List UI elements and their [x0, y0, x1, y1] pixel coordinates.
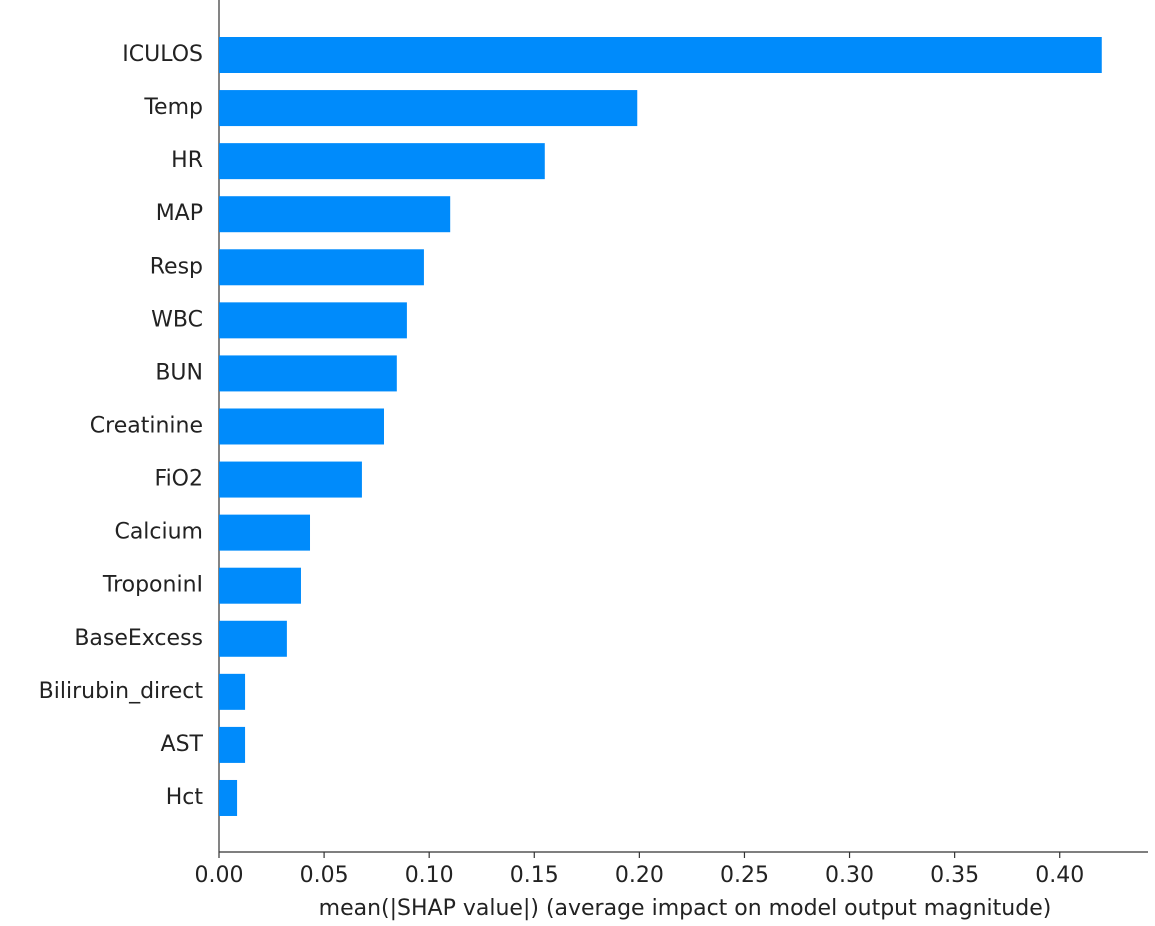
y-tick-label: WBC [151, 307, 203, 332]
x-tick-label: 0.00 [195, 863, 244, 888]
bar [219, 726, 246, 763]
bar [219, 143, 545, 180]
bar [219, 567, 301, 604]
x-tick-label: 0.40 [1035, 863, 1084, 888]
y-tick-label: Bilirubin_direct [39, 679, 204, 704]
bar [219, 620, 287, 657]
bar [219, 90, 638, 127]
y-tick-label: Resp [150, 254, 203, 279]
bar [219, 514, 311, 551]
x-tick-label: 0.35 [930, 863, 979, 888]
x-tick-label: 0.20 [615, 863, 664, 888]
bar [219, 355, 397, 392]
y-tick-label: AST [161, 732, 204, 757]
bar [219, 249, 424, 286]
y-tick-label: HR [171, 148, 203, 173]
x-tick-label: 0.15 [510, 863, 559, 888]
y-tick-label: Creatinine [90, 413, 203, 438]
y-tick-label: Calcium [114, 520, 203, 545]
y-tick-label: FiO2 [155, 467, 203, 492]
bar [219, 302, 407, 339]
x-tick-label: 0.10 [405, 863, 454, 888]
y-tick-label: MAP [156, 201, 203, 226]
y-tick-label: BaseExcess [74, 626, 203, 651]
x-tick-label: 0.25 [720, 863, 769, 888]
x-tick-label: 0.30 [825, 863, 874, 888]
y-tick-label: BUN [155, 360, 203, 385]
bar [219, 779, 238, 816]
y-tick-label: TroponinI [102, 573, 203, 598]
bar [219, 37, 1102, 73]
y-tick-label: Temp [143, 95, 203, 120]
y-tick-label: Hct [166, 785, 204, 810]
y-tick-label: ICULOS [122, 42, 203, 67]
bar [219, 461, 362, 498]
bar [219, 408, 384, 445]
x-axis-label: mean(|SHAP value|) (average impact on mo… [319, 896, 1052, 921]
bar [219, 196, 451, 233]
bar [219, 673, 246, 710]
x-tick-label: 0.05 [300, 863, 349, 888]
